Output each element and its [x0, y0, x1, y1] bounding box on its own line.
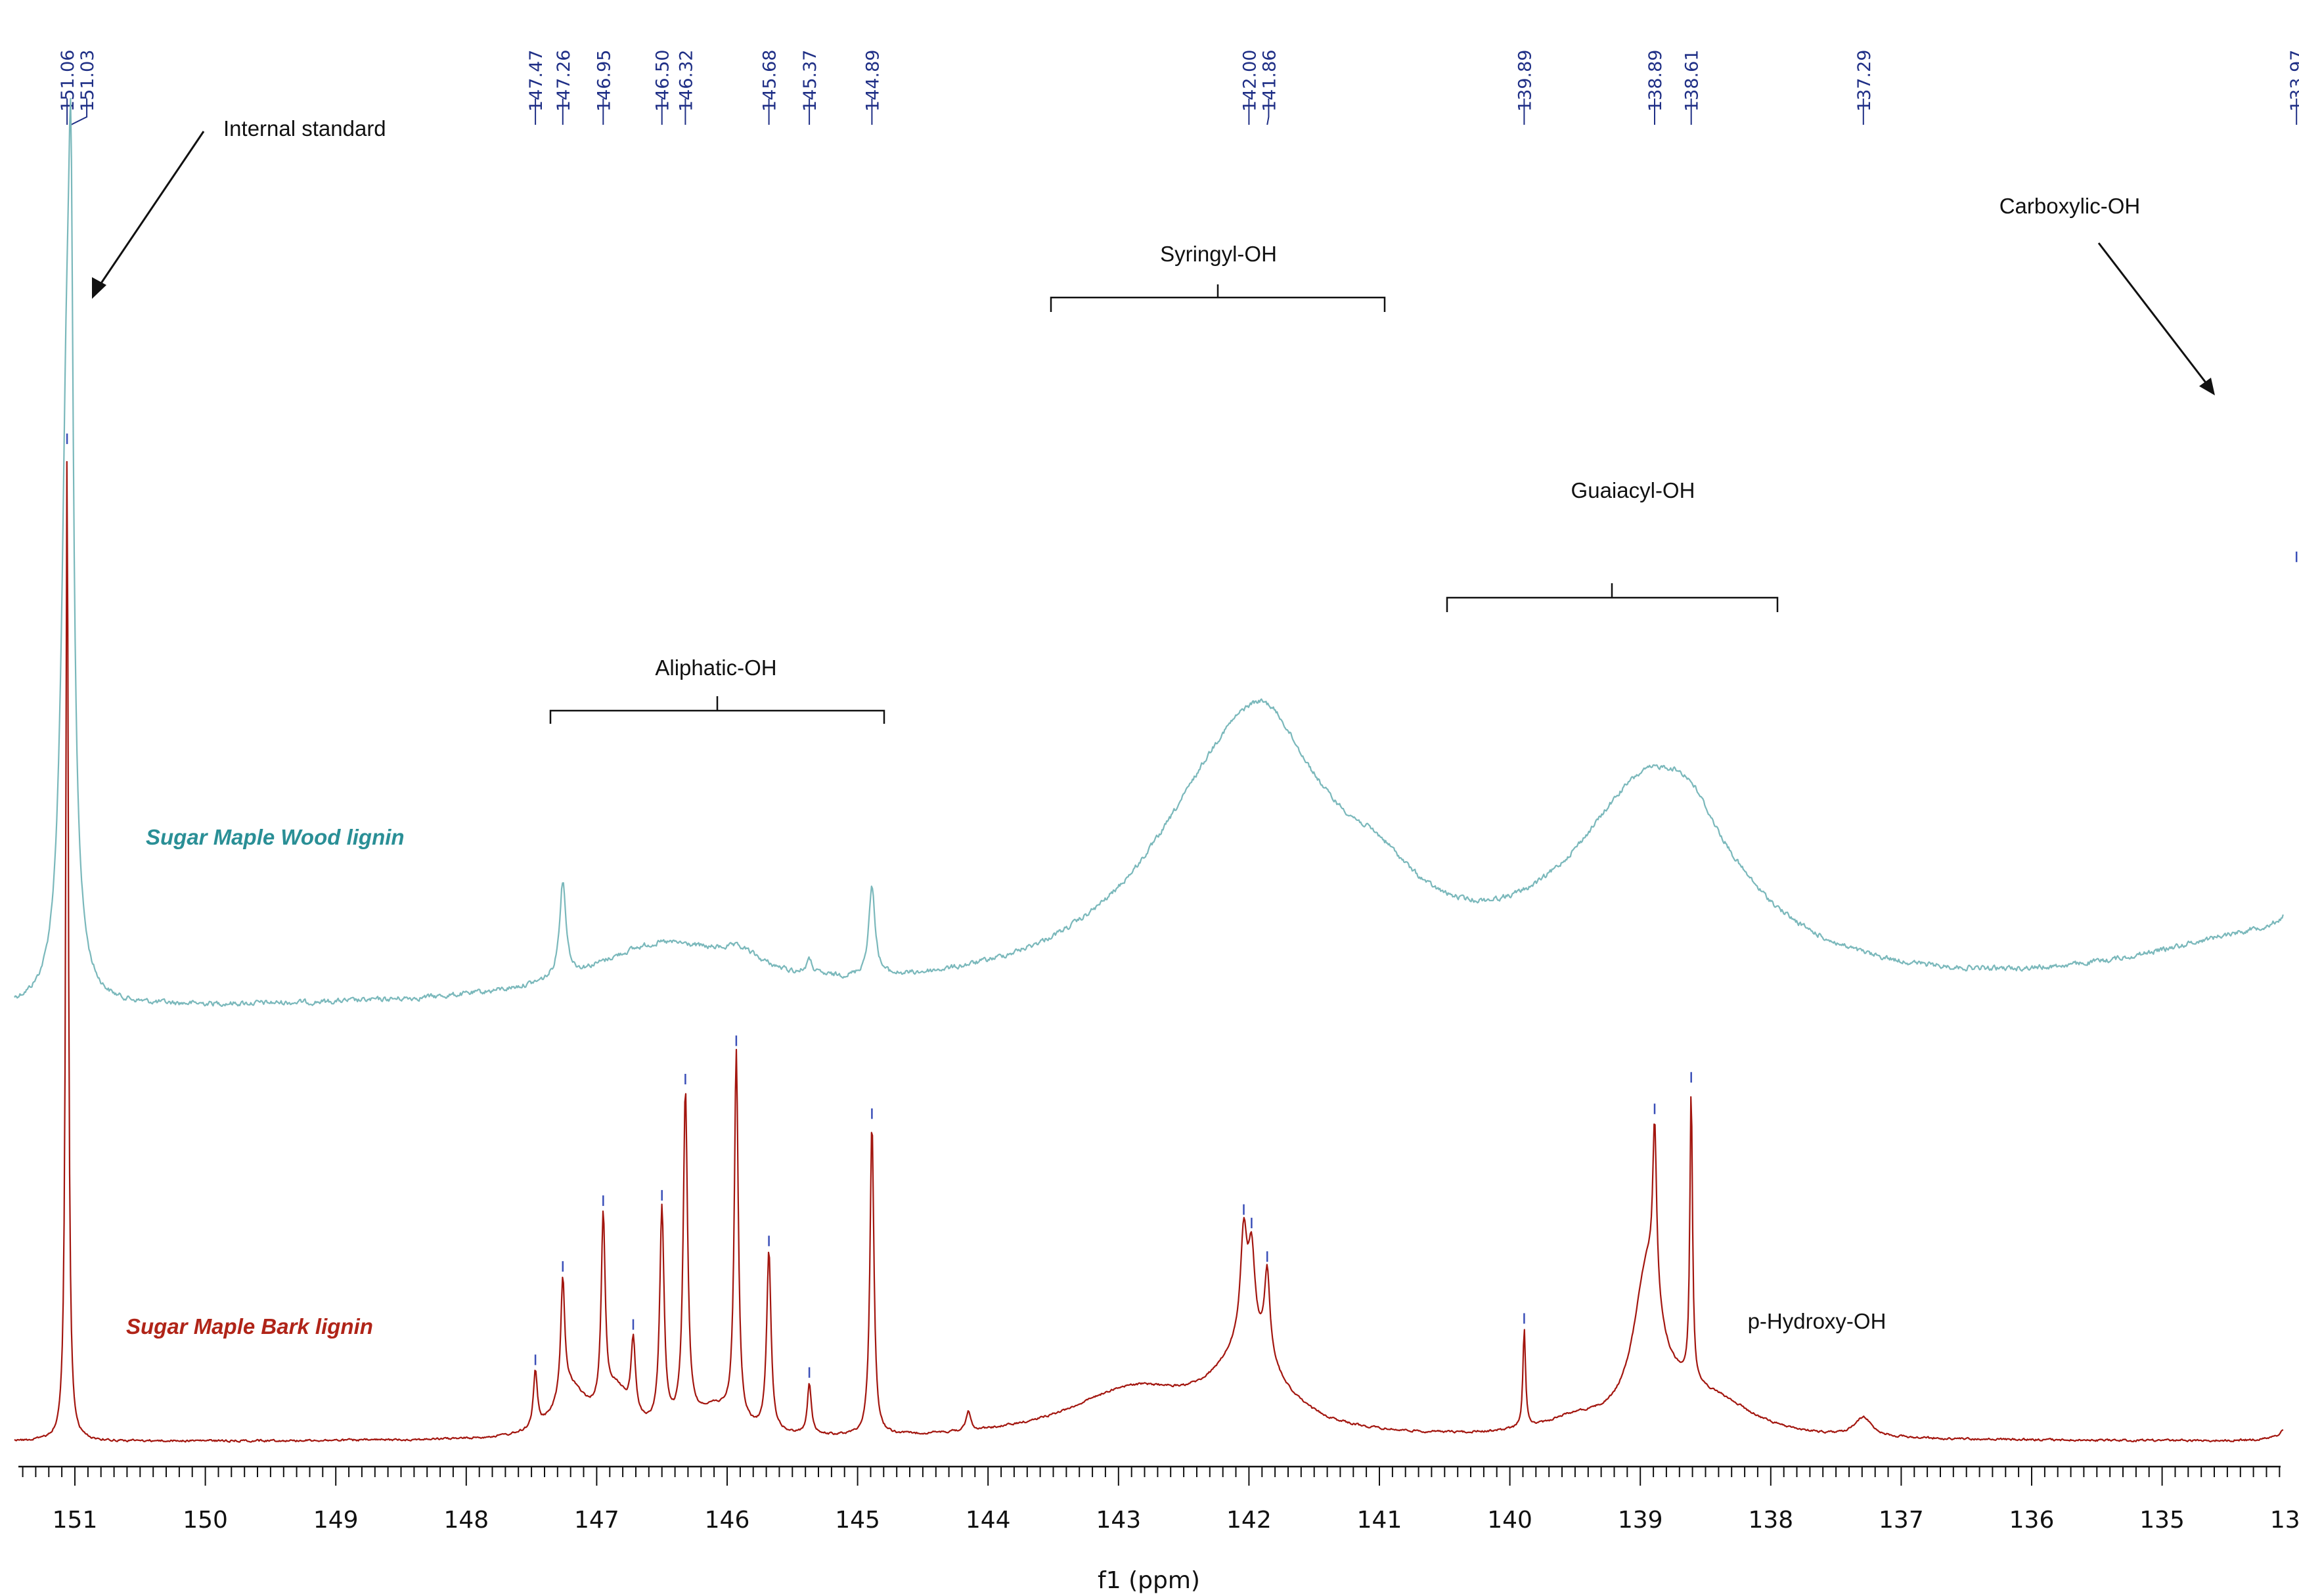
x-tick-label: 149 — [313, 1507, 359, 1534]
annotation-syringyl-bracket — [1050, 284, 1386, 312]
peak-label-145.68: 145.68 — [760, 50, 780, 125]
peak-label-145.37: 145.37 — [800, 50, 820, 125]
peak-label-147.47: 147.47 — [526, 50, 547, 125]
peak-label-137.29: 137.29 — [1854, 50, 1875, 125]
legend-bark-lignin: Sugar Maple Bark lignin — [126, 1314, 373, 1339]
annotation-aliphatic: Aliphatic-OH — [655, 655, 776, 680]
x-axis: 151 150 149 148 147 146 145 144 143 142 141 140 139 1… — [18, 1465, 2299, 1534]
peak-label-text: 139.89 — [1515, 50, 1535, 112]
spectra — [14, 98, 2298, 1443]
annotation-guaiacyl: Guaiacyl-OH — [1571, 478, 1695, 502]
annotation-p-hydroxy: p-Hydroxy-OH — [1748, 1309, 1886, 1333]
x-axis-title: f1 (ppm) — [1098, 1567, 1200, 1594]
annotations: Internal standard Syringyl-OH Aliphatic-… — [92, 116, 2215, 1333]
peak-label-text: 138.89 — [1645, 50, 1666, 112]
peak-label-144.89: 144.89 — [862, 50, 883, 125]
peak-label-text: 145.68 — [760, 50, 780, 112]
series-line-bark — [14, 460, 2284, 1443]
peak-label-146.32: 146.32 — [676, 50, 696, 125]
peak-labels: 151.06 151.03 147.47 147.26 146.95 146.50 146.… — [58, 50, 2299, 125]
peak-label-leader — [70, 99, 88, 125]
x-tick-label: 138 — [1748, 1507, 1793, 1534]
peak-label-text: 145.37 — [800, 50, 820, 112]
peak-label-text: 146.50 — [653, 50, 673, 112]
peak-label-text: 141.86 — [1259, 50, 1280, 112]
annotation-internal-standard-arrow — [96, 131, 205, 290]
peak-label-text: 133.97 — [2287, 50, 2299, 112]
peak-label-133.97: 133.97 — [2287, 50, 2299, 125]
annotation-aliphatic-bracket — [549, 696, 885, 724]
peak-label-text: 146.32 — [676, 50, 696, 112]
peak-label-text: 142.00 — [1239, 50, 1260, 112]
annotation-internal-standard: Internal standard — [223, 116, 386, 141]
peak-label-138.89: 138.89 — [1645, 50, 1666, 125]
peak-label-142.00: 142.00 — [1239, 50, 1260, 125]
x-tick-label: 145 — [835, 1507, 880, 1534]
x-tick-label: 144 — [966, 1507, 1011, 1534]
x-tick-label: 146 — [705, 1507, 750, 1534]
peak-label-text: 151.06 — [58, 50, 78, 112]
peak-label-text: 147.26 — [554, 50, 574, 112]
peak-label-147.26: 147.26 — [554, 50, 574, 125]
x-tick-label: 143 — [1096, 1507, 1141, 1534]
peak-label-text: 147.47 — [526, 50, 547, 112]
peak-label-text: 144.89 — [862, 50, 883, 112]
peak-label-146.50: 146.50 — [653, 50, 673, 125]
annotation-guaiacyl-bracket — [1446, 583, 1779, 612]
x-tick-label: 139 — [1618, 1507, 1663, 1534]
annotation-syringyl: Syringyl-OH — [1160, 242, 1277, 266]
arrowhead-icon — [92, 277, 106, 299]
x-tick-label: 150 — [183, 1507, 228, 1534]
x-tick-label: 137 — [1879, 1507, 1924, 1534]
peak-label-leader — [1266, 99, 1270, 125]
x-tick-label: 141 — [1357, 1507, 1402, 1534]
x-tick-label: 148 — [443, 1507, 489, 1534]
peak-label-151.03: 151.03 — [70, 50, 98, 125]
peak-label-138.61: 138.61 — [1682, 50, 1703, 125]
x-tick-label: 151 — [53, 1507, 98, 1534]
x-tick-label: 135 — [2139, 1507, 2185, 1534]
peak-label-text: 146.95 — [594, 50, 614, 112]
peak-label-text: 151.03 — [78, 50, 98, 112]
peak-label-141.86: 141.86 — [1259, 50, 1280, 125]
peak-label-146.95: 146.95 — [594, 50, 614, 125]
peak-label-151.06: 151.06 — [58, 50, 78, 125]
peak-label-139.89: 139.89 — [1515, 50, 1535, 125]
annotation-carboxylic-arrow — [2097, 242, 2208, 385]
x-tick-label: 147 — [574, 1507, 619, 1534]
peak-label-text: 137.29 — [1854, 50, 1875, 112]
x-tick-label: 136 — [2009, 1507, 2055, 1534]
series-line-wood — [14, 98, 2284, 1008]
x-tick-label: 140 — [1487, 1507, 1532, 1534]
x-tick-label: 142 — [1226, 1507, 1272, 1534]
peak-label-text: 138.61 — [1682, 50, 1703, 112]
x-tick-label: 134 — [2270, 1507, 2299, 1534]
annotation-carboxylic: Carboxylic-OH — [1999, 194, 2141, 218]
arrowhead-icon — [2199, 378, 2215, 395]
legend-wood-lignin: Sugar Maple Wood lignin — [146, 825, 405, 849]
